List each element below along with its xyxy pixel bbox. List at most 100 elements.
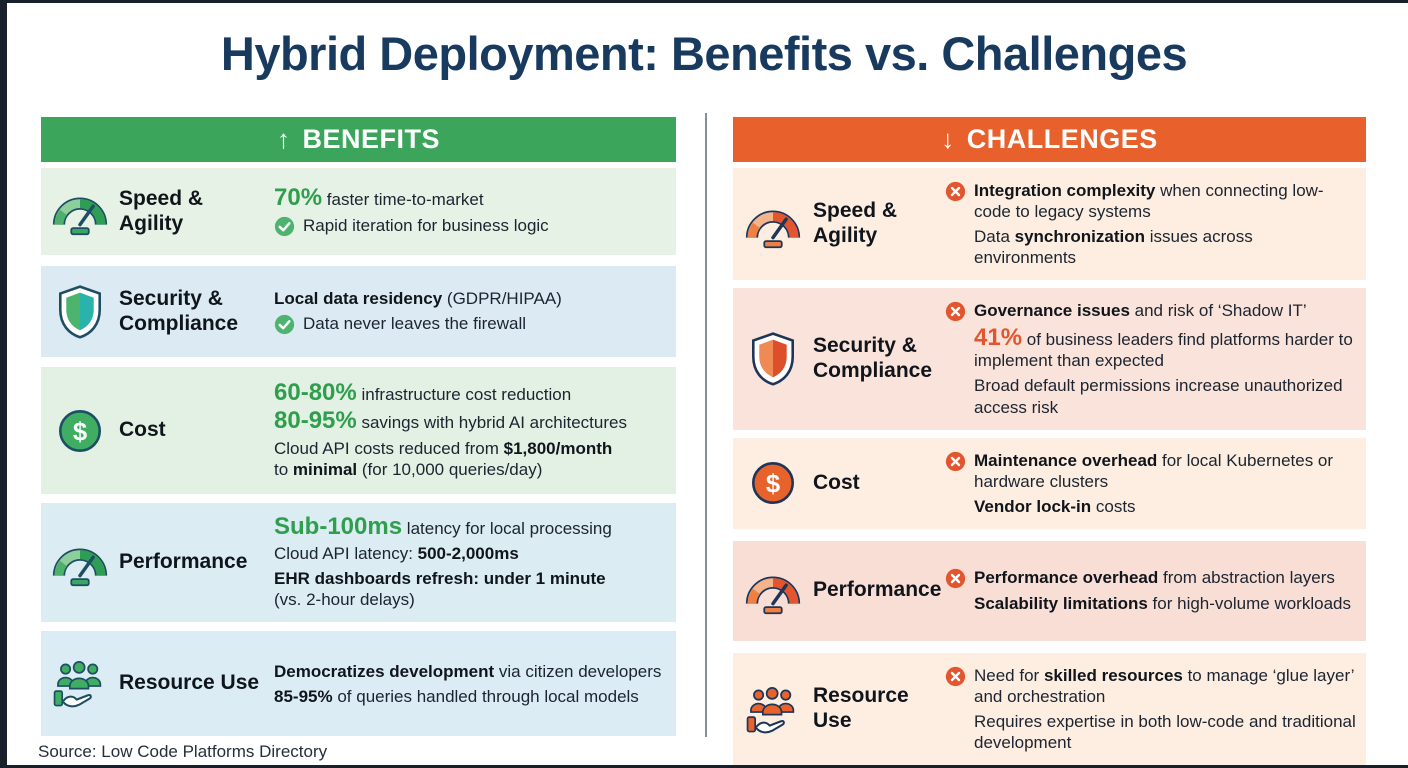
- challenges-header: ↓ CHALLENGES: [733, 117, 1366, 162]
- challenge-item: Need for skilled resources to manage ‘gl…: [945, 665, 1358, 707]
- text-segment: faster time-to-market: [322, 190, 484, 210]
- x-icon: [945, 568, 967, 589]
- x-icon: [945, 666, 967, 687]
- benefit-item: Cloud API costs reduced from $1,800/mont…: [274, 438, 668, 480]
- text-segment: Data never leaves the firewall: [303, 314, 527, 334]
- benefit-row-speed-agility: Speed & Agility 70% faster time-to-marke…: [41, 168, 676, 255]
- challenge-content: Governance issues and risk of ‘Shadow IT…: [945, 296, 1362, 421]
- benefit-item: 60-80% infrastructure cost reduction: [274, 381, 668, 405]
- text-segment: and risk of ‘Shadow IT’: [1129, 301, 1307, 321]
- text-segment: Requires expertise in both low-code and …: [974, 712, 1356, 753]
- text-segment: costs: [1091, 496, 1136, 516]
- category-label: Cost: [119, 418, 166, 442]
- left-edge-bar: [0, 0, 7, 768]
- x-icon: [945, 181, 967, 202]
- source-attribution: Source: Low Code Platforms Directory: [38, 742, 328, 761]
- challenge-row-security-compliance: Security & Compliance Governance issues …: [733, 288, 1366, 430]
- benefit-item: Democratizes development via citizen dev…: [274, 661, 668, 682]
- challenge-content: Performance overhead from abstraction la…: [945, 563, 1362, 618]
- benefit-content: Democratizes development via citizen dev…: [274, 657, 672, 711]
- challenge-row-performance: Performance Performance overhead from ab…: [733, 540, 1366, 641]
- dollar-icon: $: [41, 407, 119, 455]
- text-segment: synchronization: [1014, 227, 1145, 247]
- text-segment: $1,800/month: [503, 438, 613, 458]
- text-segment: EHR dashboards refresh: under 1 minute: [274, 569, 606, 589]
- category-label: Cost: [813, 470, 860, 494]
- challenge-item: Performance overhead from abstraction la…: [945, 567, 1358, 589]
- challenge-content: Need for skilled resources to manage ‘gl…: [945, 661, 1362, 757]
- x-icon: [945, 451, 967, 472]
- text-segment: Governance issues: [974, 301, 1130, 321]
- shield-icon: [41, 284, 119, 339]
- text-segment: Integration complexity: [974, 181, 1156, 200]
- text-segment: to: [274, 459, 293, 479]
- category-label: Performance: [813, 578, 942, 602]
- challenges-column: ↓ CHALLENGES Speed & Agility: [733, 117, 1366, 766]
- benefit-item: Data never leaves the firewall: [274, 313, 668, 335]
- challenge-content: Maintenance overhead for local Kubernete…: [945, 446, 1362, 521]
- benefits-header-label: BENEFITS: [302, 124, 440, 154]
- stat-value: 70%: [274, 184, 323, 212]
- challenge-item: Data synchronization issues across envir…: [945, 226, 1358, 268]
- benefit-item: 80-95% savings with hybrid AI architectu…: [274, 409, 668, 433]
- dollar-icon: $: [733, 459, 813, 507]
- category-label: Security & Compliance: [119, 286, 239, 335]
- text-segment: Performance overhead: [974, 568, 1159, 588]
- benefit-row-cost: $ Cost 60-80% infrastructure cost reduct…: [41, 367, 676, 494]
- benefit-item: 85-95% of queries handled through local …: [274, 686, 668, 707]
- text-segment: from abstraction layers: [1158, 568, 1335, 588]
- benefits-header: ↑ BENEFITS: [41, 117, 676, 162]
- benefit-item: EHR dashboards refresh: under 1 minute (v…: [274, 568, 668, 610]
- x-icon: [945, 301, 967, 322]
- svg-text:$: $: [73, 418, 87, 446]
- challenge-item: Broad default permissions increase unaut…: [945, 375, 1358, 417]
- text-segment: infrastructure cost reduction: [356, 385, 572, 405]
- stat-value: 85-95%: [274, 686, 333, 706]
- text-segment: via citizen developers: [494, 661, 662, 681]
- text-segment: when connecting low-code to legacy syste…: [974, 181, 1324, 222]
- text-segment: Data: [974, 227, 1015, 247]
- benefit-item: 70% faster time-to-market: [274, 186, 668, 210]
- text-segment: Broad default permissions increase unaut…: [974, 376, 1343, 417]
- text-segment: for high-volume workloads: [1147, 594, 1351, 614]
- text-segment: Cloud API costs reduced from: [274, 438, 504, 458]
- text-segment: skilled resources: [1043, 665, 1183, 685]
- text-segment: (vs. 2-hour delays): [274, 590, 415, 610]
- challenge-content: Integration complexity when connecting l…: [945, 176, 1362, 272]
- stat-value: 60-80%: [274, 379, 357, 407]
- challenge-row-speed-agility: Speed & Agility Integration complexity w…: [733, 168, 1366, 281]
- text-segment: savings with hybrid AI architectures: [356, 413, 627, 433]
- benefit-content: 70% faster time-to-market Rapid iteratio…: [274, 182, 672, 240]
- svg-text:$: $: [766, 471, 780, 499]
- benefit-content: Local data residency (GDPR/HIPAA) Data n…: [274, 284, 672, 339]
- text-segment: for local Kubernetes or hardware cluster…: [974, 450, 1334, 491]
- benefit-content: 60-80% infrastructure cost reduction 80-…: [274, 377, 672, 483]
- challenge-row-cost: $ Cost Maintenance overhead for local Ku…: [733, 437, 1366, 529]
- gauge-icon: [41, 186, 119, 237]
- gauge-icon: [41, 537, 119, 588]
- benefit-content: Sub-100ms latency for local processing C…: [274, 511, 672, 614]
- check-icon: [274, 314, 296, 335]
- benefit-item: Rapid iteration for business logic: [274, 215, 668, 237]
- benefit-item: Cloud API latency: 500-2,000ms: [274, 543, 668, 564]
- category-label: Security & Compliance: [813, 334, 933, 382]
- gauge-icon: [733, 199, 813, 250]
- challenge-item: 41% of business leaders find platforms h…: [945, 326, 1358, 371]
- stat-value: 41%: [974, 324, 1023, 352]
- text-segment: of queries handled through local models: [332, 686, 639, 706]
- stat-value: 80-95%: [274, 407, 357, 435]
- challenges-header-label: CHALLENGES: [966, 124, 1158, 154]
- challenge-item: Requires expertise in both low-code and …: [945, 711, 1358, 753]
- text-segment: minimal: [292, 459, 358, 479]
- text-segment: (GDPR/HIPAA): [442, 288, 562, 308]
- top-edge-bar: [0, 0, 1408, 3]
- text-segment: Democratizes development: [274, 661, 495, 681]
- category-label: Resource Use: [119, 671, 260, 695]
- shield-icon: [733, 331, 813, 387]
- text-segment: Rapid iteration for business logic: [303, 215, 549, 235]
- text-segment: Need for: [974, 665, 1044, 685]
- challenge-item: Integration complexity when connecting l…: [945, 180, 1358, 222]
- text-segment: to manage ‘glue layer’ and orchestration: [974, 665, 1354, 706]
- column-divider: [705, 113, 707, 737]
